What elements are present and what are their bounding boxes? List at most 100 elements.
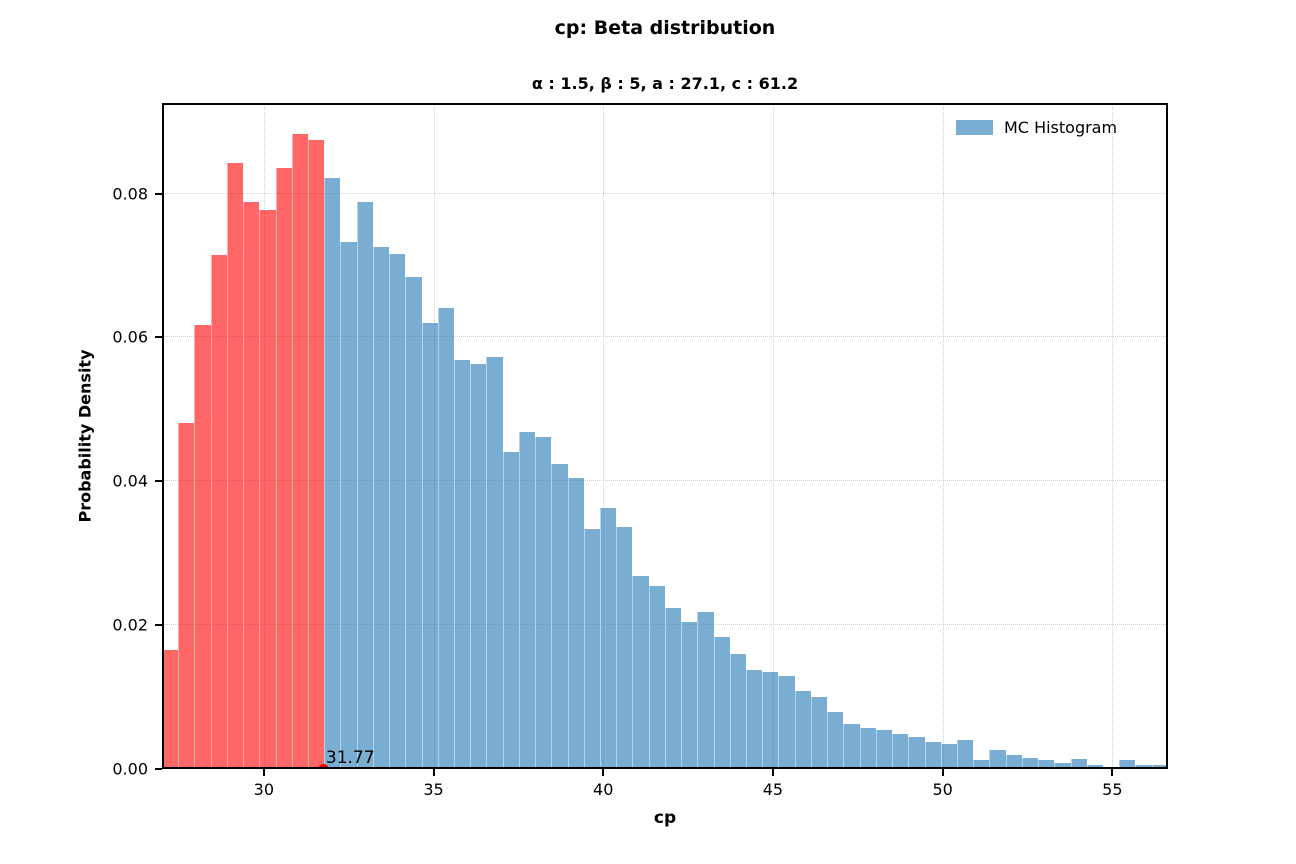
histogram-bar <box>778 676 795 769</box>
y-tick-label: 0.06 <box>112 327 148 347</box>
y-tick-label: 0.02 <box>112 615 148 635</box>
y-tick-label: 0.08 <box>112 184 148 204</box>
histogram-bar <box>454 360 471 769</box>
y-axis-label: Probability Density <box>75 349 95 523</box>
y-tick-mark <box>155 624 162 627</box>
histogram-bar <box>405 277 422 769</box>
histogram-bar <box>875 730 893 769</box>
y-tick-label: 0.04 <box>112 471 148 491</box>
histogram-bar <box>1151 764 1168 769</box>
histogram-bar <box>973 759 990 769</box>
histogram-bar <box>194 325 211 769</box>
threshold-marker-dot <box>318 763 330 769</box>
legend-label: MC Histogram <box>1004 118 1118 137</box>
histogram-bar <box>681 622 698 769</box>
histogram-bar <box>551 464 568 769</box>
chart-subtitle: α : 1.5, β : 5, a : 27.1, c : 61.2 <box>531 74 799 93</box>
histogram-bar <box>162 650 179 769</box>
gridline-x <box>772 103 774 769</box>
histogram-bar <box>1054 763 1071 769</box>
histogram-bar <box>1086 764 1103 769</box>
histogram-bar <box>243 202 260 769</box>
histogram-bar <box>664 607 682 769</box>
gridline-x <box>603 103 605 769</box>
histogram-bar <box>989 750 1006 769</box>
x-tick-mark <box>602 769 605 776</box>
gridline-x <box>1112 103 1114 769</box>
histogram-bar <box>956 739 974 769</box>
histogram-bar <box>518 432 536 769</box>
histogram-bar <box>178 423 195 769</box>
chart-title: cp: Beta distribution <box>554 17 776 39</box>
x-tick-mark <box>262 769 265 776</box>
histogram-bar <box>210 254 227 769</box>
histogram-bar <box>389 254 406 769</box>
histogram-bar <box>843 723 860 769</box>
histogram-bar <box>632 575 649 769</box>
legend-swatch-mc-histogram <box>956 120 993 135</box>
histogram-bar <box>308 139 325 769</box>
histogram-bar <box>583 528 601 769</box>
legend: MC Histogram <box>956 118 1117 137</box>
histogram-bar <box>275 168 292 769</box>
histogram-bar <box>827 712 844 769</box>
histogram-bar <box>470 364 487 769</box>
histogram-bar <box>502 451 519 769</box>
histogram-bar <box>421 323 438 769</box>
threshold-annotation: 31.77 <box>325 748 375 768</box>
histogram-bar <box>908 736 925 769</box>
gridline-y <box>162 336 1168 338</box>
histogram-bar <box>1070 758 1087 769</box>
histogram-bar <box>616 527 633 769</box>
x-axis-label: cp <box>653 808 677 828</box>
histogram-bar <box>437 307 455 769</box>
y-tick-mark <box>155 480 162 483</box>
histogram-bar <box>324 177 341 769</box>
histogram-bar <box>340 241 357 769</box>
histogram-bar <box>259 210 276 769</box>
histogram-bar <box>648 585 665 769</box>
x-tick-label: 30 <box>253 780 274 799</box>
y-tick-label: 0.00 <box>112 759 148 779</box>
histogram-bar <box>226 163 244 769</box>
x-tick-label: 45 <box>762 780 784 799</box>
histogram-bar <box>372 246 390 769</box>
histogram-bar <box>940 743 957 769</box>
x-tick-mark <box>432 769 435 776</box>
histogram-bar <box>291 133 308 769</box>
y-tick-mark <box>155 192 162 195</box>
histogram-bar <box>535 437 552 769</box>
y-tick-mark <box>155 336 162 339</box>
x-tick-mark <box>1111 769 1114 776</box>
histogram-bar <box>486 356 503 769</box>
x-tick-mark <box>941 769 944 776</box>
histogram-bar <box>1135 765 1152 769</box>
histogram-bar <box>1021 758 1039 769</box>
histogram-bar <box>794 690 811 769</box>
histogram-bar <box>924 741 941 769</box>
histogram-bars <box>162 103 1168 769</box>
histogram-bar <box>859 728 876 769</box>
gridline-y <box>162 480 1168 482</box>
histogram-bar <box>600 507 617 769</box>
x-tick-label: 40 <box>593 780 614 799</box>
histogram-bar <box>713 636 730 769</box>
histogram-bar <box>697 611 714 769</box>
histogram-bar <box>810 697 828 769</box>
histogram-bar <box>1005 754 1022 769</box>
y-tick-mark <box>155 768 162 770</box>
histogram-bar <box>567 477 584 769</box>
histogram-bar <box>356 201 373 769</box>
gridline-x <box>942 103 944 769</box>
histogram-bar <box>1119 759 1136 769</box>
x-tick-label: 55 <box>1102 780 1123 799</box>
histogram-bar <box>746 669 763 769</box>
x-tick-label: 35 <box>423 780 444 799</box>
plot-area <box>162 103 1168 769</box>
histogram-bar <box>729 653 747 769</box>
histogram-bar <box>762 671 779 769</box>
histogram-bar <box>892 733 909 769</box>
x-tick-label: 50 <box>932 780 953 799</box>
x-tick-mark <box>771 769 774 776</box>
